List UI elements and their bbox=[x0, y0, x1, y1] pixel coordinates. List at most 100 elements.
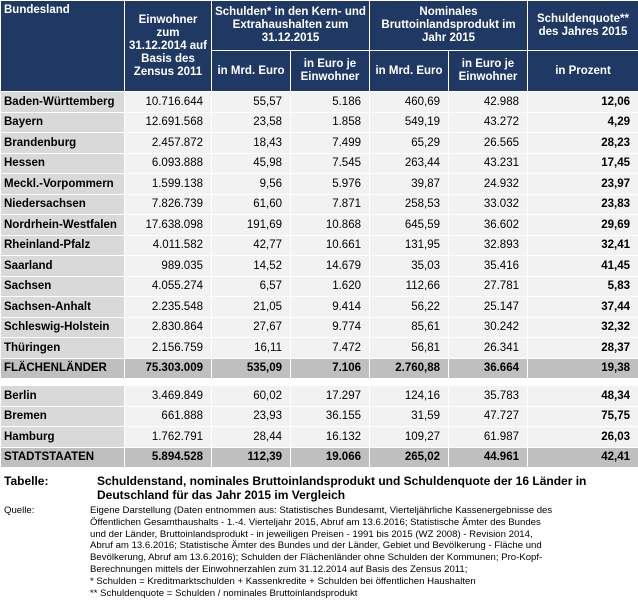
cell: 42.988 bbox=[448, 91, 528, 113]
cell: 535,09 bbox=[211, 357, 291, 379]
cell: 42,41 bbox=[527, 446, 638, 468]
cell: 9.414 bbox=[290, 296, 370, 318]
cell: 56,22 bbox=[369, 296, 449, 318]
cell: 17,45 bbox=[527, 152, 638, 174]
cell: 258,53 bbox=[369, 193, 449, 215]
data-row: Niedersachsen 7.826.739 61,60 7.871 258,53 33… bbox=[0, 193, 638, 215]
cell: 6,57 bbox=[211, 275, 291, 297]
row-label: Sachsen-Anhalt bbox=[0, 296, 125, 318]
source-line: Bevölkerung, Abruf am 13.6.2016); Schuld… bbox=[90, 552, 543, 564]
cell: 75.303.009 bbox=[124, 357, 212, 379]
cell: 7.545 bbox=[290, 152, 370, 174]
cell: 14,52 bbox=[211, 255, 291, 277]
row-label: STADTSTAATEN bbox=[0, 446, 125, 468]
source-line: Abruf am 13.6.2016; Statistische Ämter d… bbox=[90, 540, 542, 552]
cell: 28,44 bbox=[211, 426, 291, 448]
cell: 30.242 bbox=[448, 316, 528, 338]
cell: 23,93 bbox=[211, 405, 291, 427]
header-row: in Mrd. Euro in Euro je Einwohner in Mrd… bbox=[1, 50, 638, 92]
header-cell: Einwohner zum 31.12.2014 auf Basis des Z… bbox=[124, 0, 212, 92]
data-row: Hamburg 1.762.791 28,44 16.132 109,27 61.987 2… bbox=[0, 426, 638, 448]
row-label: Hessen bbox=[0, 152, 125, 174]
cell: 21,05 bbox=[211, 296, 291, 318]
header-cell: Nominales Bruttoinlandsprodukt im Jahr 2… bbox=[369, 0, 528, 51]
cell: 17.297 bbox=[290, 385, 370, 407]
cell: 2.830.864 bbox=[124, 316, 212, 338]
cell: 1.599.138 bbox=[124, 173, 212, 195]
data-row: Sachsen 4.055.274 6,57 1.620 112,66 27.781 5,8… bbox=[0, 275, 638, 297]
data-row: Brandenburg 2.457.872 18,43 7.499 65,29 26.56… bbox=[0, 132, 638, 154]
cell: 29,69 bbox=[527, 214, 638, 236]
row-label: Saarland bbox=[0, 255, 125, 277]
data-row: Thüringen 2.156.759 16,11 7.472 56,81 26.341 2… bbox=[0, 337, 638, 359]
cell: 32,41 bbox=[527, 234, 638, 256]
cell: 41,45 bbox=[527, 255, 638, 277]
cell: 44.961 bbox=[448, 446, 528, 468]
cell: 17.638.098 bbox=[124, 214, 212, 236]
cell: 4,29 bbox=[527, 111, 638, 133]
cell: 2.457.872 bbox=[124, 132, 212, 154]
cell: 24.932 bbox=[448, 173, 528, 195]
cell: 23,83 bbox=[527, 193, 638, 215]
cell: 36.155 bbox=[290, 405, 370, 427]
cell: 989.035 bbox=[124, 255, 212, 277]
row-label: Schleswig-Holstein bbox=[0, 316, 125, 338]
spacer bbox=[0, 378, 638, 386]
cell: 60,02 bbox=[211, 385, 291, 407]
source-line: * Schulden = Kreditmarktschulden + Kasse… bbox=[90, 575, 476, 587]
cell: 9,56 bbox=[211, 173, 291, 195]
data-row: Sachsen-Anhalt 2.235.548 21,05 9.414 56,22 25… bbox=[0, 296, 638, 318]
row-label: Brandenburg bbox=[0, 132, 125, 154]
spacer-cell bbox=[0, 378, 638, 386]
cell: 16,11 bbox=[211, 337, 291, 359]
data-table: Bundesland Einwohner zum 31.12.2014 auf … bbox=[0, 0, 638, 468]
caption-text: Schuldenstand, nominales Bruttoinlandspr… bbox=[97, 474, 587, 502]
header-cell: Schulden* in den Kern- und Extrahaushalt… bbox=[211, 0, 370, 51]
cell: 39,87 bbox=[369, 173, 449, 195]
cell: 7.499 bbox=[290, 132, 370, 154]
cell: 85,61 bbox=[369, 316, 449, 338]
cell: 31,59 bbox=[369, 405, 449, 427]
cell: 35.416 bbox=[448, 255, 528, 277]
data-row: Nordrhein-Westfalen 17.638.098 191,69 10.86… bbox=[0, 214, 638, 236]
row-label: Bremen bbox=[0, 405, 125, 427]
cell: 61,60 bbox=[211, 193, 291, 215]
cell: 35,03 bbox=[369, 255, 449, 277]
cell: 75,75 bbox=[527, 405, 638, 427]
total-row: STADTSTAATEN 5.894.528 112,39 19.066 265,02 4… bbox=[0, 446, 638, 468]
cell: 27.781 bbox=[448, 275, 528, 297]
cell: 2.760,88 bbox=[369, 357, 449, 379]
cell: 661.888 bbox=[124, 405, 212, 427]
row-label: Hamburg bbox=[0, 426, 125, 448]
source-line: ** Schuldenquote = Schulden / nominales … bbox=[90, 587, 358, 599]
cell: 645,59 bbox=[369, 214, 449, 236]
cell: 6.093.888 bbox=[124, 152, 212, 174]
header-cell: in Mrd. Euro bbox=[369, 50, 449, 92]
cell: 191,69 bbox=[211, 214, 291, 236]
cell: 9.774 bbox=[290, 316, 370, 338]
source-label: Quelle: bbox=[4, 505, 35, 516]
cell: 2.156.759 bbox=[124, 337, 212, 359]
cell: 19.066 bbox=[290, 446, 370, 468]
total-row: FLÄCHENLÄNDER 75.303.009 535,09 7.106 2.760,… bbox=[0, 357, 638, 379]
source-line: und der Länder, Bruttoinlandsprodukt - i… bbox=[90, 528, 533, 540]
cell: 45,98 bbox=[211, 152, 291, 174]
row-label: Bayern bbox=[0, 111, 125, 133]
cell: 65,29 bbox=[369, 132, 449, 154]
cell: 36.602 bbox=[448, 214, 528, 236]
cell: 36.664 bbox=[448, 357, 528, 379]
cell: 18,43 bbox=[211, 132, 291, 154]
cell: 460,69 bbox=[369, 91, 449, 113]
cell: 112,39 bbox=[211, 446, 291, 468]
cell: 5,83 bbox=[527, 275, 638, 297]
row-label: Rheinland-Pfalz bbox=[0, 234, 125, 256]
cell: 19,38 bbox=[527, 357, 638, 379]
cell: 2.235.548 bbox=[124, 296, 212, 318]
cell: 25.147 bbox=[448, 296, 528, 318]
data-row: Hessen 6.093.888 45,98 7.545 263,44 43.231 17,… bbox=[0, 152, 638, 174]
cell: 35.783 bbox=[448, 385, 528, 407]
cell: 55,57 bbox=[211, 91, 291, 113]
data-row: Schleswig-Holstein 2.830.864 27,67 9.774 85,… bbox=[0, 316, 638, 338]
cell: 23,58 bbox=[211, 111, 291, 133]
header-cell: Bundesland bbox=[0, 0, 125, 92]
